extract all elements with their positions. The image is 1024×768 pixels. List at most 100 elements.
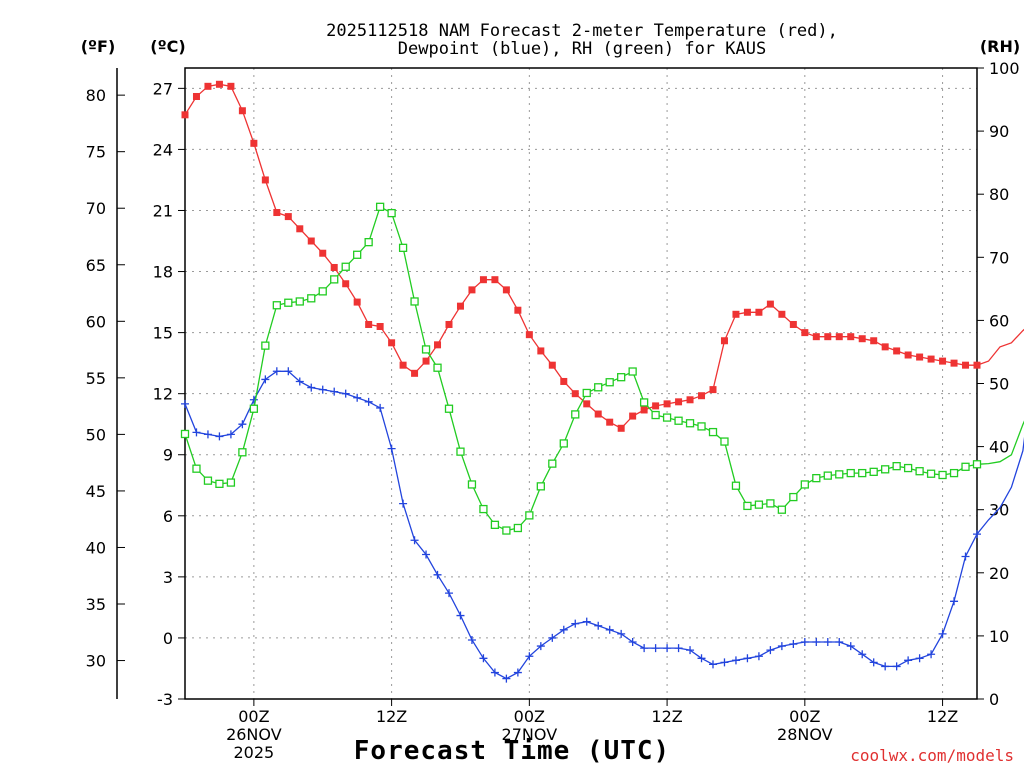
data-point — [973, 361, 981, 369]
data-point — [835, 333, 843, 341]
data-point — [801, 329, 809, 337]
data-point — [939, 357, 947, 365]
data-point — [215, 80, 223, 88]
data-point — [513, 668, 522, 677]
data-point — [272, 367, 281, 376]
series-line — [184, 83, 1024, 430]
data-point — [319, 249, 327, 257]
series-relative-humidity — [180, 202, 1024, 535]
data-point — [479, 504, 488, 514]
grid-lines — [185, 68, 977, 699]
data-point — [662, 413, 672, 422]
data-point — [513, 523, 523, 533]
data-point — [249, 404, 259, 413]
time-tick-label: 2025 — [234, 743, 275, 762]
data-point — [398, 243, 408, 252]
data-point — [743, 654, 752, 663]
rh-tick-label: 60 — [989, 311, 1009, 330]
data-point — [433, 363, 442, 372]
time-tick-label: 00Z — [238, 707, 269, 726]
data-point — [467, 635, 476, 644]
data-point — [870, 337, 878, 345]
data-point — [812, 473, 821, 483]
data-point — [904, 656, 913, 665]
data-point — [364, 397, 373, 406]
fahrenheit-tick-label: 50 — [86, 425, 106, 444]
chart-title-line-1: 2025112518 NAM Forecast 2-meter Temperat… — [326, 21, 838, 41]
data-point — [181, 399, 189, 408]
data-point — [192, 92, 200, 100]
data-point — [789, 320, 797, 328]
data-point — [892, 662, 901, 671]
data-point — [388, 339, 396, 347]
data-point — [411, 369, 419, 377]
data-point — [685, 419, 695, 428]
data-point — [720, 437, 729, 446]
data-point — [732, 310, 740, 318]
data-point — [709, 660, 717, 669]
celsius-tick-label: 9 — [163, 446, 173, 465]
data-point — [272, 301, 281, 310]
data-point — [962, 361, 970, 369]
data-point — [261, 375, 270, 384]
chart-title-line-2: Dewpoint (blue), RH (green) for KAUS — [398, 39, 766, 59]
data-point — [456, 447, 465, 456]
data-point — [353, 298, 361, 306]
rh-unit-label: (RH) — [980, 37, 1020, 56]
data-point — [766, 646, 775, 655]
celsius-tick-label: 18 — [153, 263, 173, 282]
data-point — [743, 501, 752, 511]
data-point — [536, 642, 545, 651]
data-point — [594, 383, 603, 392]
data-point — [273, 209, 281, 217]
data-point — [284, 298, 293, 307]
data-point — [583, 400, 591, 408]
data-point — [456, 611, 465, 620]
series-dewpoint — [181, 367, 1024, 683]
data-point — [881, 662, 890, 671]
data-point — [226, 478, 236, 487]
data-point — [709, 386, 717, 394]
data-point — [617, 629, 626, 638]
data-point — [594, 410, 602, 418]
data-point — [376, 403, 385, 412]
fahrenheit-tick-label: 80 — [86, 86, 106, 105]
data-point — [755, 308, 763, 316]
data-point — [434, 341, 442, 349]
celsius-tick-label: 6 — [163, 507, 173, 526]
fahrenheit-axis: 30 35 40 45 50 55 60 65 70 75 80 — [86, 86, 125, 671]
data-point — [949, 468, 959, 478]
data-point — [640, 406, 648, 414]
data-point — [846, 642, 855, 651]
data-point — [445, 320, 453, 328]
data-point — [915, 467, 924, 476]
data-point — [617, 424, 625, 432]
data-point — [467, 480, 477, 489]
celsius-axis: -3 0 3 6 9 12 15 18 21 24 27 — [153, 79, 185, 709]
data-point — [972, 460, 982, 469]
data-point — [663, 644, 672, 653]
data-point — [375, 202, 385, 211]
celsius-unit-label: (ºC) — [150, 37, 185, 56]
time-tick-label: 12Z — [927, 707, 958, 726]
data-point — [823, 638, 832, 647]
data-point — [812, 333, 820, 341]
data-point — [307, 294, 316, 303]
data-point — [606, 418, 614, 426]
celsius-tick-label: 27 — [153, 79, 173, 98]
data-point — [559, 625, 568, 634]
data-point — [789, 492, 798, 502]
data-point — [204, 82, 212, 90]
data-point — [594, 621, 603, 630]
data-point — [525, 511, 534, 520]
celsius-tick-label: 12 — [153, 385, 173, 404]
data-point — [318, 385, 327, 394]
data-point — [261, 341, 270, 350]
data-point — [410, 297, 419, 306]
data-point — [950, 597, 959, 606]
data-point — [904, 351, 912, 359]
data-point — [502, 674, 511, 683]
data-point — [927, 355, 935, 363]
series-layer — [180, 80, 1024, 683]
data-point — [502, 526, 511, 535]
